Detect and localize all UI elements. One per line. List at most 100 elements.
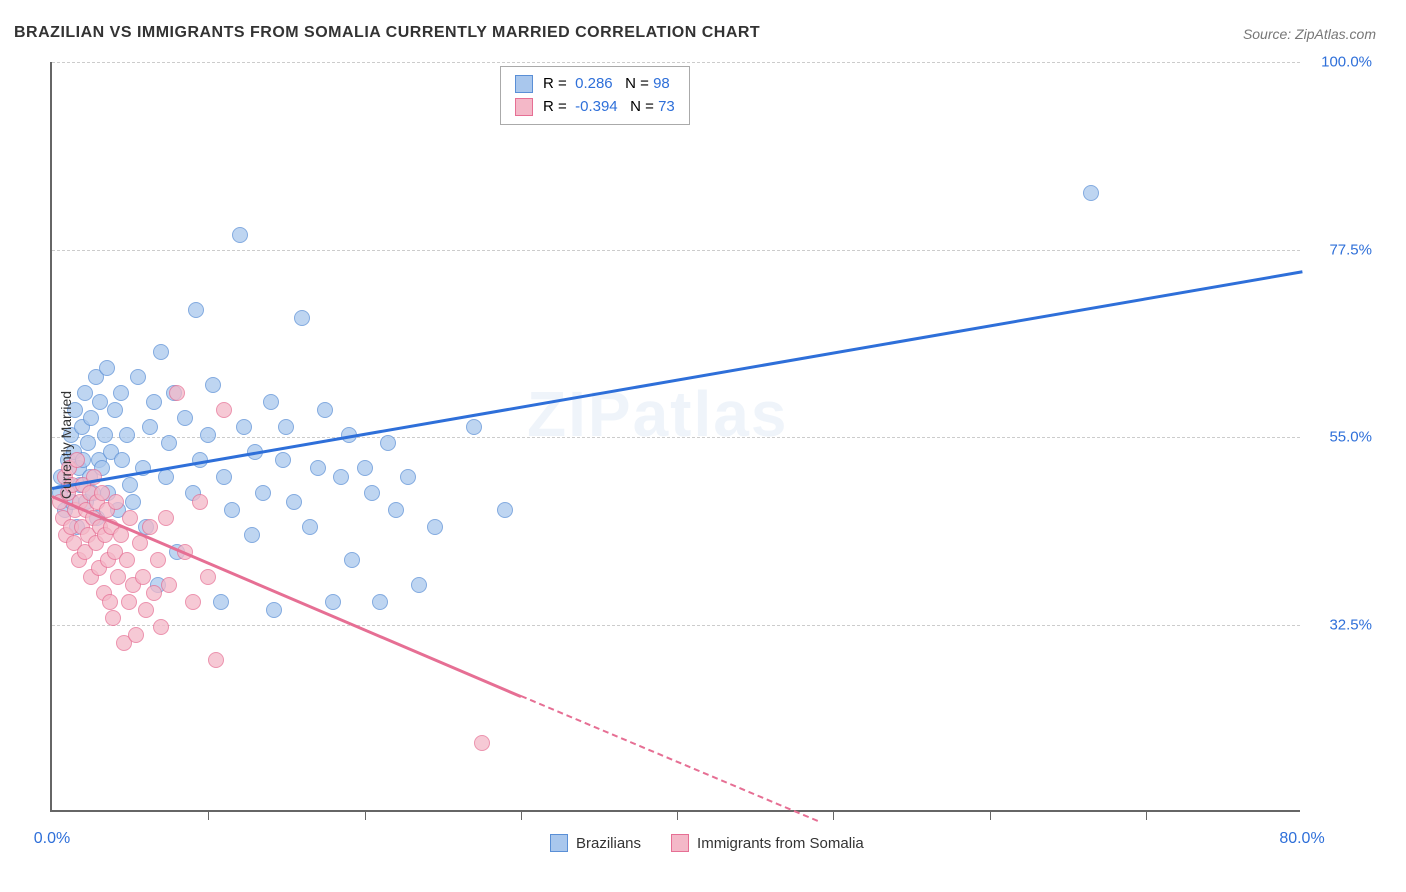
data-point	[107, 402, 123, 418]
stats-text: R = 0.286 N = 98	[543, 73, 670, 96]
gridline	[52, 625, 1300, 626]
data-point	[146, 585, 162, 601]
data-point	[400, 469, 416, 485]
data-point	[161, 435, 177, 451]
series-legend: Brazilians Immigrants from Somalia	[550, 834, 864, 852]
data-point	[357, 460, 373, 476]
data-point	[200, 427, 216, 443]
data-point	[158, 469, 174, 485]
data-point	[158, 510, 174, 526]
data-point	[372, 594, 388, 610]
data-point	[161, 577, 177, 593]
data-point	[333, 469, 349, 485]
scatter-chart: ZIPatlas 32.5%55.0%77.5%100.0% R = 0.286…	[50, 62, 1300, 812]
data-point	[185, 594, 201, 610]
data-point	[122, 477, 138, 493]
data-point	[286, 494, 302, 510]
data-point	[232, 227, 248, 243]
data-point	[80, 435, 96, 451]
data-point	[108, 494, 124, 510]
series-swatch	[671, 834, 689, 852]
data-point	[427, 519, 443, 535]
stats-text: R = -0.394 N = 73	[543, 96, 675, 119]
data-point	[99, 360, 115, 376]
data-point	[388, 502, 404, 518]
data-point	[255, 485, 271, 501]
x-tick	[1146, 810, 1147, 820]
stats-row: R = -0.394 N = 73	[515, 96, 675, 119]
gridline	[52, 62, 1300, 63]
gridline	[52, 437, 1300, 438]
x-tick	[990, 810, 991, 820]
data-point	[110, 569, 126, 585]
data-point	[188, 302, 204, 318]
data-point	[121, 594, 137, 610]
data-point	[192, 494, 208, 510]
x-tick	[677, 810, 678, 820]
legend-item: Immigrants from Somalia	[671, 834, 864, 852]
y-tick-label: 77.5%	[1329, 241, 1372, 258]
data-point	[344, 552, 360, 568]
y-tick-label: 55.0%	[1329, 429, 1372, 446]
data-point	[275, 452, 291, 468]
x-tick	[833, 810, 834, 820]
data-point	[364, 485, 380, 501]
x-axis-min-label: 0.0%	[34, 830, 70, 848]
y-axis-label: Currently Married	[58, 391, 74, 499]
data-point	[142, 419, 158, 435]
data-point	[497, 502, 513, 518]
legend-label: Immigrants from Somalia	[697, 835, 864, 852]
y-tick-label: 32.5%	[1329, 616, 1372, 633]
data-point	[263, 394, 279, 410]
data-point	[466, 419, 482, 435]
x-axis-max-label: 80.0%	[1279, 830, 1324, 848]
data-point	[266, 602, 282, 618]
x-tick	[208, 810, 209, 820]
data-point	[153, 619, 169, 635]
series-swatch	[515, 75, 533, 93]
x-tick	[521, 810, 522, 820]
data-point	[302, 519, 318, 535]
data-point	[169, 385, 185, 401]
data-point	[213, 594, 229, 610]
data-point	[244, 527, 260, 543]
data-point	[119, 552, 135, 568]
data-point	[411, 577, 427, 593]
data-point	[474, 735, 490, 751]
data-point	[122, 510, 138, 526]
gridline	[52, 250, 1300, 251]
data-point	[224, 502, 240, 518]
data-point	[153, 344, 169, 360]
data-point	[119, 427, 135, 443]
data-point	[130, 369, 146, 385]
data-point	[102, 594, 118, 610]
data-point	[236, 419, 252, 435]
data-point	[114, 452, 130, 468]
data-point	[216, 469, 232, 485]
legend-item: Brazilians	[550, 834, 641, 852]
data-point	[146, 394, 162, 410]
data-point	[200, 569, 216, 585]
trend-line	[52, 270, 1302, 489]
data-point	[177, 410, 193, 426]
data-point	[125, 494, 141, 510]
correlation-stats-box: R = 0.286 N = 98R = -0.394 N = 73	[500, 66, 690, 125]
data-point	[142, 519, 158, 535]
stats-row: R = 0.286 N = 98	[515, 73, 675, 96]
data-point	[77, 385, 93, 401]
source-attribution: Source: ZipAtlas.com	[1243, 26, 1376, 42]
data-point	[138, 602, 154, 618]
data-point	[294, 310, 310, 326]
data-point	[310, 460, 326, 476]
data-point	[317, 402, 333, 418]
data-point	[278, 419, 294, 435]
data-point	[105, 610, 121, 626]
series-swatch	[515, 98, 533, 116]
series-swatch	[550, 834, 568, 852]
legend-label: Brazilians	[576, 835, 641, 852]
data-point	[150, 552, 166, 568]
data-point	[135, 569, 151, 585]
watermark: ZIPatlas	[527, 377, 788, 451]
data-point	[205, 377, 221, 393]
y-tick-label: 100.0%	[1321, 54, 1372, 71]
